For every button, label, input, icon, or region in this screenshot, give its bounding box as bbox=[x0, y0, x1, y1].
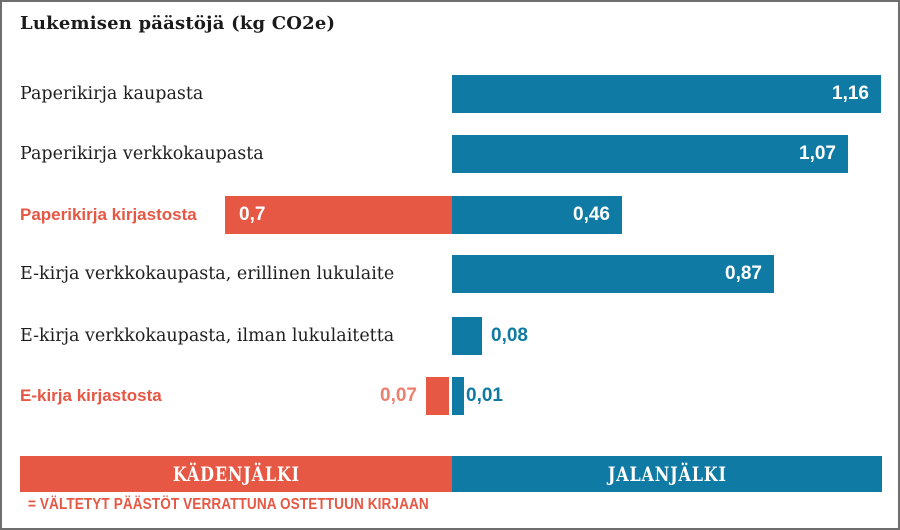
row-label: E-kirja verkkokaupasta, erillinen lukula… bbox=[20, 264, 395, 284]
chart-title: Lukemisen päästöjä (kg CO2e) bbox=[20, 13, 336, 34]
row-label: Paperikirja kaupasta bbox=[20, 84, 204, 104]
footprint-value: 0,08 bbox=[491, 325, 528, 346]
footprint-bar: 1,16 bbox=[452, 75, 881, 113]
footprint-bar: 0,87 bbox=[452, 255, 774, 293]
legend-handprint-label: KÄDENJÄLKI bbox=[172, 462, 300, 486]
footprint-value: 0,87 bbox=[725, 263, 762, 284]
handprint-footnote: = VÄLTETYT PÄÄSTÖT VERRATTUNA OSTETTUUN … bbox=[28, 496, 429, 513]
row-label: E-kirja kirjastosta bbox=[20, 386, 162, 405]
footprint-bar bbox=[452, 317, 482, 355]
footprint-value: 1,07 bbox=[799, 143, 836, 164]
footprint-bar: 0,46 bbox=[452, 196, 622, 234]
footprint-bar: 1,07 bbox=[452, 135, 848, 173]
row-label: E-kirja verkkokaupasta, ilman lukulaitet… bbox=[20, 326, 395, 346]
footprint-value: 0,46 bbox=[573, 204, 610, 225]
handprint-bar bbox=[426, 377, 449, 415]
footprint-bar bbox=[452, 377, 464, 415]
handprint-value: 0,7 bbox=[239, 204, 266, 225]
row-label: Paperikirja kirjastosta bbox=[20, 205, 197, 224]
legend-footprint: JALANJÄLKI bbox=[452, 456, 882, 492]
legend-handprint: KÄDENJÄLKI bbox=[20, 456, 452, 492]
handprint-bar: 0,7 bbox=[225, 196, 452, 234]
row-label: Paperikirja verkkokaupasta bbox=[20, 144, 264, 164]
legend-footprint-label: JALANJÄLKI bbox=[607, 462, 727, 486]
footprint-value: 0,01 bbox=[466, 385, 503, 406]
handprint-value: 0,07 bbox=[380, 385, 417, 406]
footprint-value: 1,16 bbox=[832, 83, 869, 104]
